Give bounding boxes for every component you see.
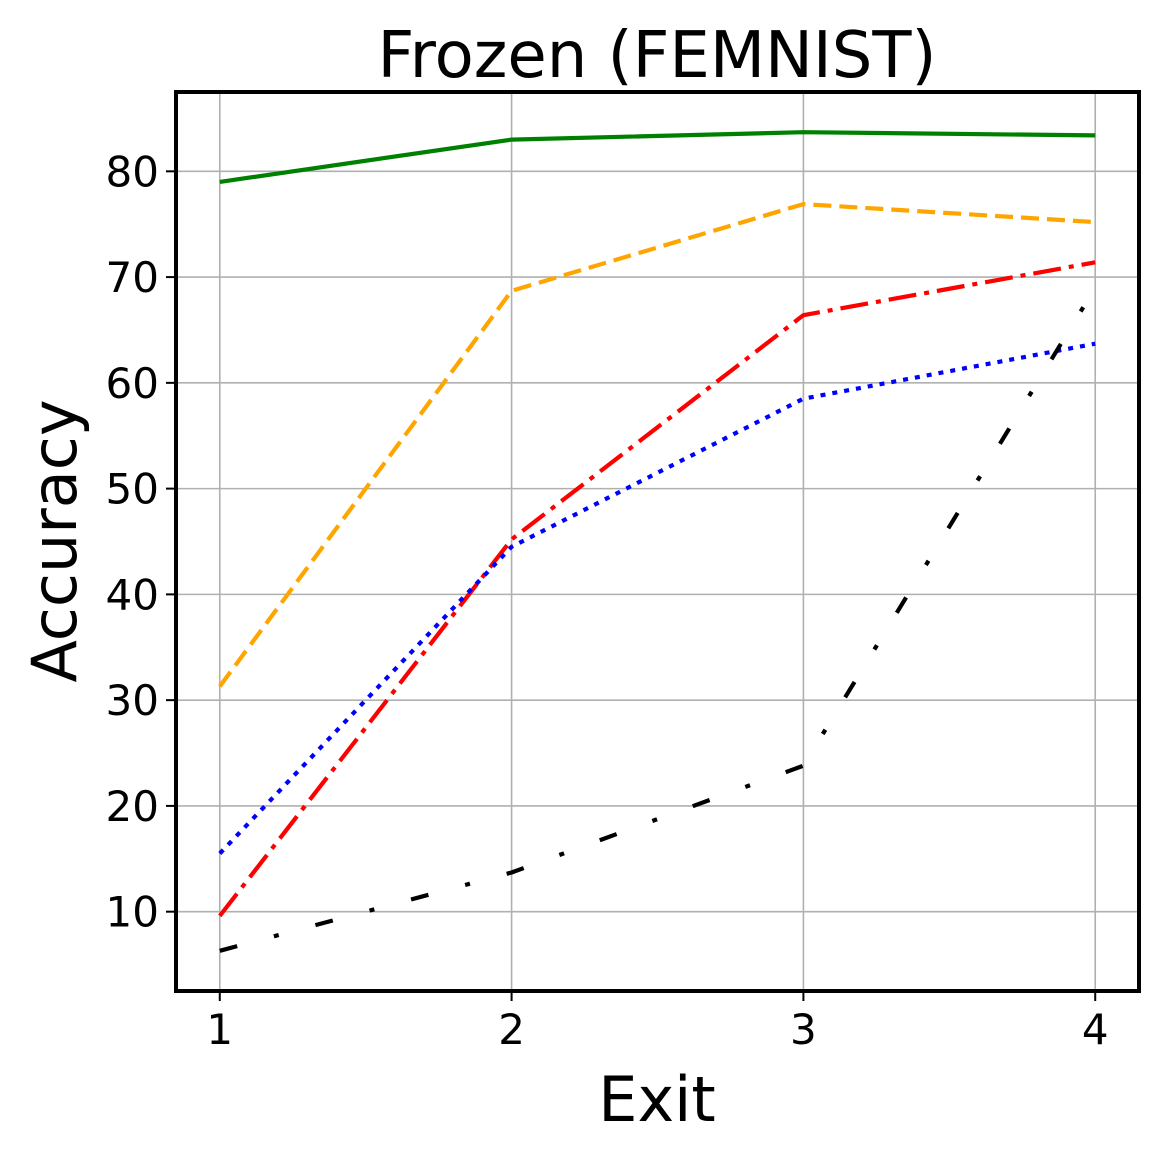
y-tick-label: 70 (106, 253, 159, 302)
series-line-4 (218, 341, 1096, 855)
x-tick-label: 1 (206, 1005, 233, 1054)
grid (176, 92, 1139, 991)
series-layer (218, 130, 1097, 953)
x-tick-label: 2 (498, 1005, 525, 1054)
y-tick-label: 80 (106, 147, 159, 196)
y-tick-label: 40 (106, 570, 159, 619)
series-line-1 (219, 130, 1096, 184)
x-axis-ticks: 1 2 3 4 (206, 991, 1109, 1054)
x-axis-label: Exit (598, 1063, 715, 1136)
y-tick-label: 50 (106, 465, 159, 514)
series-line-2 (218, 202, 1096, 688)
x-tick-label: 3 (790, 1005, 817, 1054)
x-tick-label: 4 (1082, 1005, 1109, 1054)
y-axis-label: Accuracy (18, 399, 91, 682)
plot-frame (174, 90, 1141, 993)
y-tick-label: 20 (106, 782, 159, 831)
series-line-5 (219, 286, 1097, 953)
y-tick-label: 60 (106, 359, 159, 408)
y-tick-label: 10 (106, 888, 159, 937)
chart-title: Frozen (FEMNIST) (378, 19, 937, 93)
series-line-3 (218, 260, 1096, 918)
y-tick-label: 30 (106, 676, 159, 725)
y-axis-ticks: 10 20 30 40 50 60 70 80 (106, 147, 176, 937)
